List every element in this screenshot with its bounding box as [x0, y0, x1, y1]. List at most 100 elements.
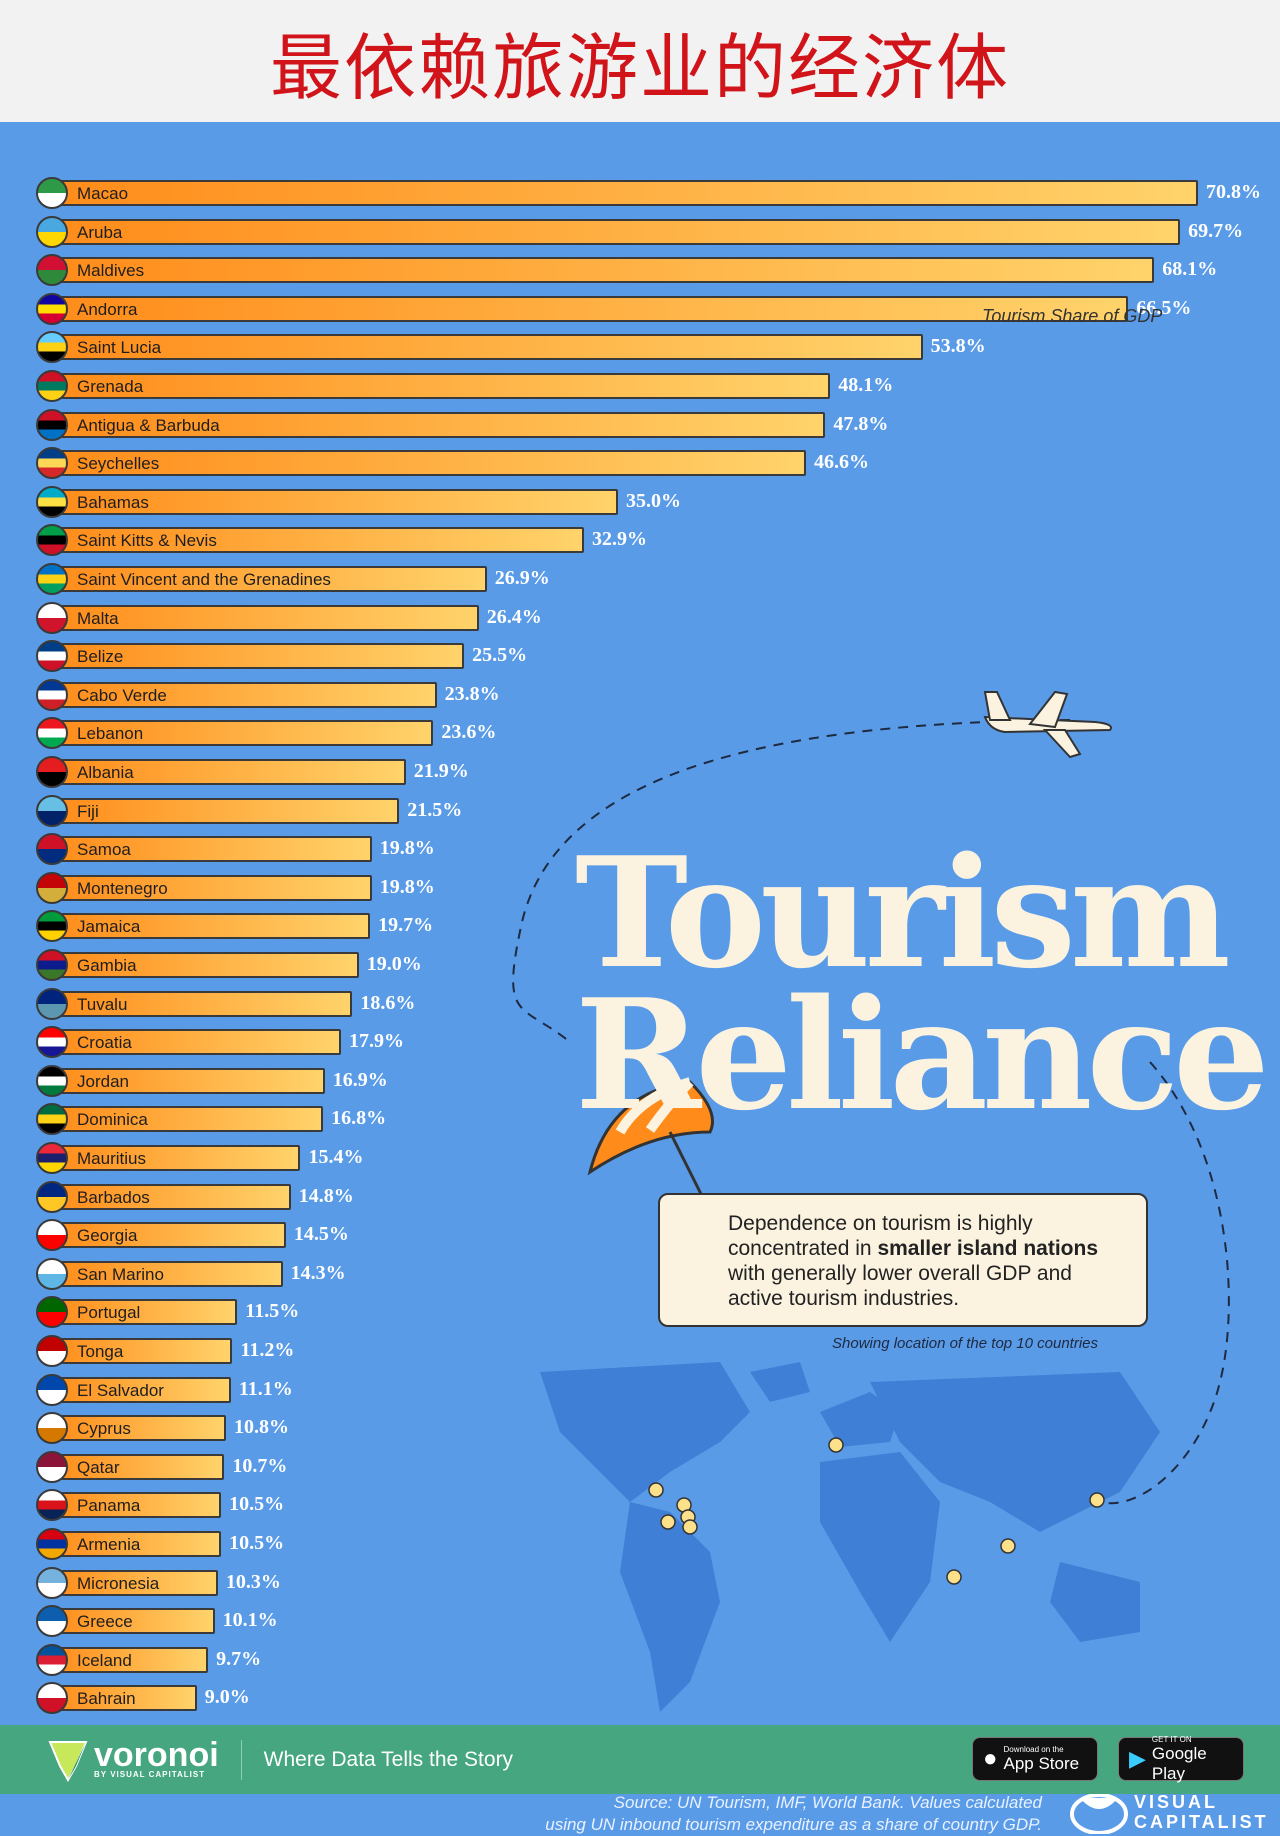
country-label: Mauritius — [77, 1149, 146, 1168]
value-label: 10.8% — [233, 1416, 289, 1439]
flag-icon — [36, 1335, 68, 1367]
country-label: Macao — [77, 184, 129, 203]
country-label: Armenia — [77, 1535, 141, 1554]
callout-box: Dependence on tourism is highly concentr… — [658, 1193, 1148, 1327]
bar — [51, 681, 437, 708]
value-label: 17.9% — [348, 1030, 404, 1053]
country-label: Gambia — [77, 956, 137, 975]
value-label: 9.7% — [216, 1647, 262, 1670]
bar — [51, 1492, 222, 1519]
bar — [51, 759, 406, 785]
flag-icon — [36, 794, 68, 827]
bar — [51, 257, 1155, 284]
flag-icon — [36, 370, 68, 402]
country-label: Bahrain — [77, 1689, 136, 1709]
value-label: 53.8% — [930, 335, 986, 358]
bar — [51, 334, 923, 361]
flag-icon — [36, 1257, 68, 1290]
value-label: 19.8% — [379, 837, 435, 860]
value-label: 21.9% — [413, 760, 469, 782]
bar — [51, 1299, 238, 1326]
country-label: Jordan — [77, 1071, 129, 1091]
voronoi-logo[interactable]: voronoi BY VISUAL CAPITALIST — [48, 1738, 219, 1782]
flag-icon — [36, 601, 68, 634]
vc-line-2: CAPITALIST — [1134, 1812, 1269, 1832]
headline: Tourism Reliance — [575, 837, 1270, 1144]
country-label: Grenada — [77, 377, 144, 396]
bar — [51, 373, 831, 399]
legend-label: Tourism Share of GDP — [982, 306, 1163, 326]
value-label: 11.2% — [240, 1339, 295, 1361]
bar — [51, 836, 372, 863]
source-line-2: using UN inbound tourism expenditure as … — [545, 1815, 1042, 1834]
country-label: Barbados — [77, 1187, 150, 1207]
value-label: 35.0% — [626, 489, 682, 512]
flag-icon — [36, 1296, 68, 1329]
value-label: 11.1% — [238, 1377, 293, 1400]
bar — [51, 488, 619, 515]
bar — [51, 1222, 286, 1249]
value-label: 26.9% — [494, 567, 550, 589]
bar — [51, 1183, 291, 1210]
bar — [51, 604, 479, 631]
flag-icon — [36, 833, 68, 866]
value-label: 19.8% — [379, 875, 435, 898]
value-label: 18.6% — [360, 991, 416, 1014]
flag-icon — [36, 1450, 68, 1483]
country-label: Georgia — [77, 1226, 138, 1246]
bar — [51, 643, 465, 670]
footer: voronoi BY VISUAL CAPITALIST Where Data T… — [0, 1725, 1280, 1794]
flag-icon — [36, 1605, 68, 1638]
country-label: Antigua & Barbuda — [77, 415, 220, 435]
bar — [51, 1685, 197, 1712]
flag-icon — [36, 1064, 68, 1097]
value-label: 19.7% — [378, 914, 434, 937]
country-label: Fiji — [77, 801, 99, 821]
country-label: Bahamas — [77, 492, 149, 512]
country-label: Samoa — [77, 840, 131, 860]
country-label: Panama — [77, 1496, 141, 1516]
country-label: Dominica — [77, 1110, 148, 1130]
country-label: Portugal — [77, 1303, 141, 1323]
flag-icon — [36, 215, 68, 248]
value-label: 10.3% — [225, 1570, 281, 1593]
value-label: 10.5% — [229, 1532, 285, 1554]
flag-icon — [36, 1373, 68, 1406]
country-label: El Salvador — [77, 1380, 164, 1400]
value-label: 15.4% — [308, 1146, 364, 1168]
value-label: 23.6% — [441, 721, 497, 744]
value-label: 11.5% — [245, 1300, 300, 1323]
page-title: 最依赖旅游业的经济体 — [269, 25, 1010, 110]
value-label: 14.8% — [298, 1184, 354, 1207]
bar — [51, 797, 400, 824]
bar — [51, 720, 434, 747]
country-label: Cabo Verde — [77, 685, 167, 705]
value-label: 25.5% — [472, 644, 528, 667]
country-label: Jamaica — [77, 917, 141, 937]
country-label: Lebanon — [77, 724, 144, 744]
bar — [51, 913, 371, 940]
headline-line-2: Reliance — [575, 965, 1270, 1144]
flag-icon — [36, 949, 68, 981]
callout-text-end: with generally lower overall GDP and act… — [728, 1262, 1072, 1310]
flag-icon — [36, 292, 68, 325]
umbrella-icon — [587, 1077, 714, 1203]
flag-icon — [36, 408, 68, 441]
value-label: 26.4% — [486, 605, 542, 628]
country-label: Greece — [77, 1612, 133, 1632]
country-label: Albania — [77, 763, 134, 782]
country-label: Maldives — [77, 261, 145, 281]
app-store-button[interactable]: ● Download on the App Store — [972, 1737, 1098, 1781]
bar — [51, 527, 584, 554]
flag-icon — [36, 1026, 68, 1059]
bar — [51, 1646, 209, 1673]
flag-icon — [36, 1103, 68, 1136]
flag-icon — [36, 485, 68, 518]
value-label: 69.7% — [1188, 219, 1244, 242]
flag-icon — [36, 447, 68, 480]
google-play-button[interactable]: ▶ GET IT ON Google Play — [1118, 1735, 1244, 1783]
value-label: 47.8% — [833, 412, 889, 435]
country-label: Aruba — [77, 222, 123, 242]
value-label: 19.0% — [366, 953, 422, 975]
app-store-label: App Store — [1003, 1753, 1080, 1773]
